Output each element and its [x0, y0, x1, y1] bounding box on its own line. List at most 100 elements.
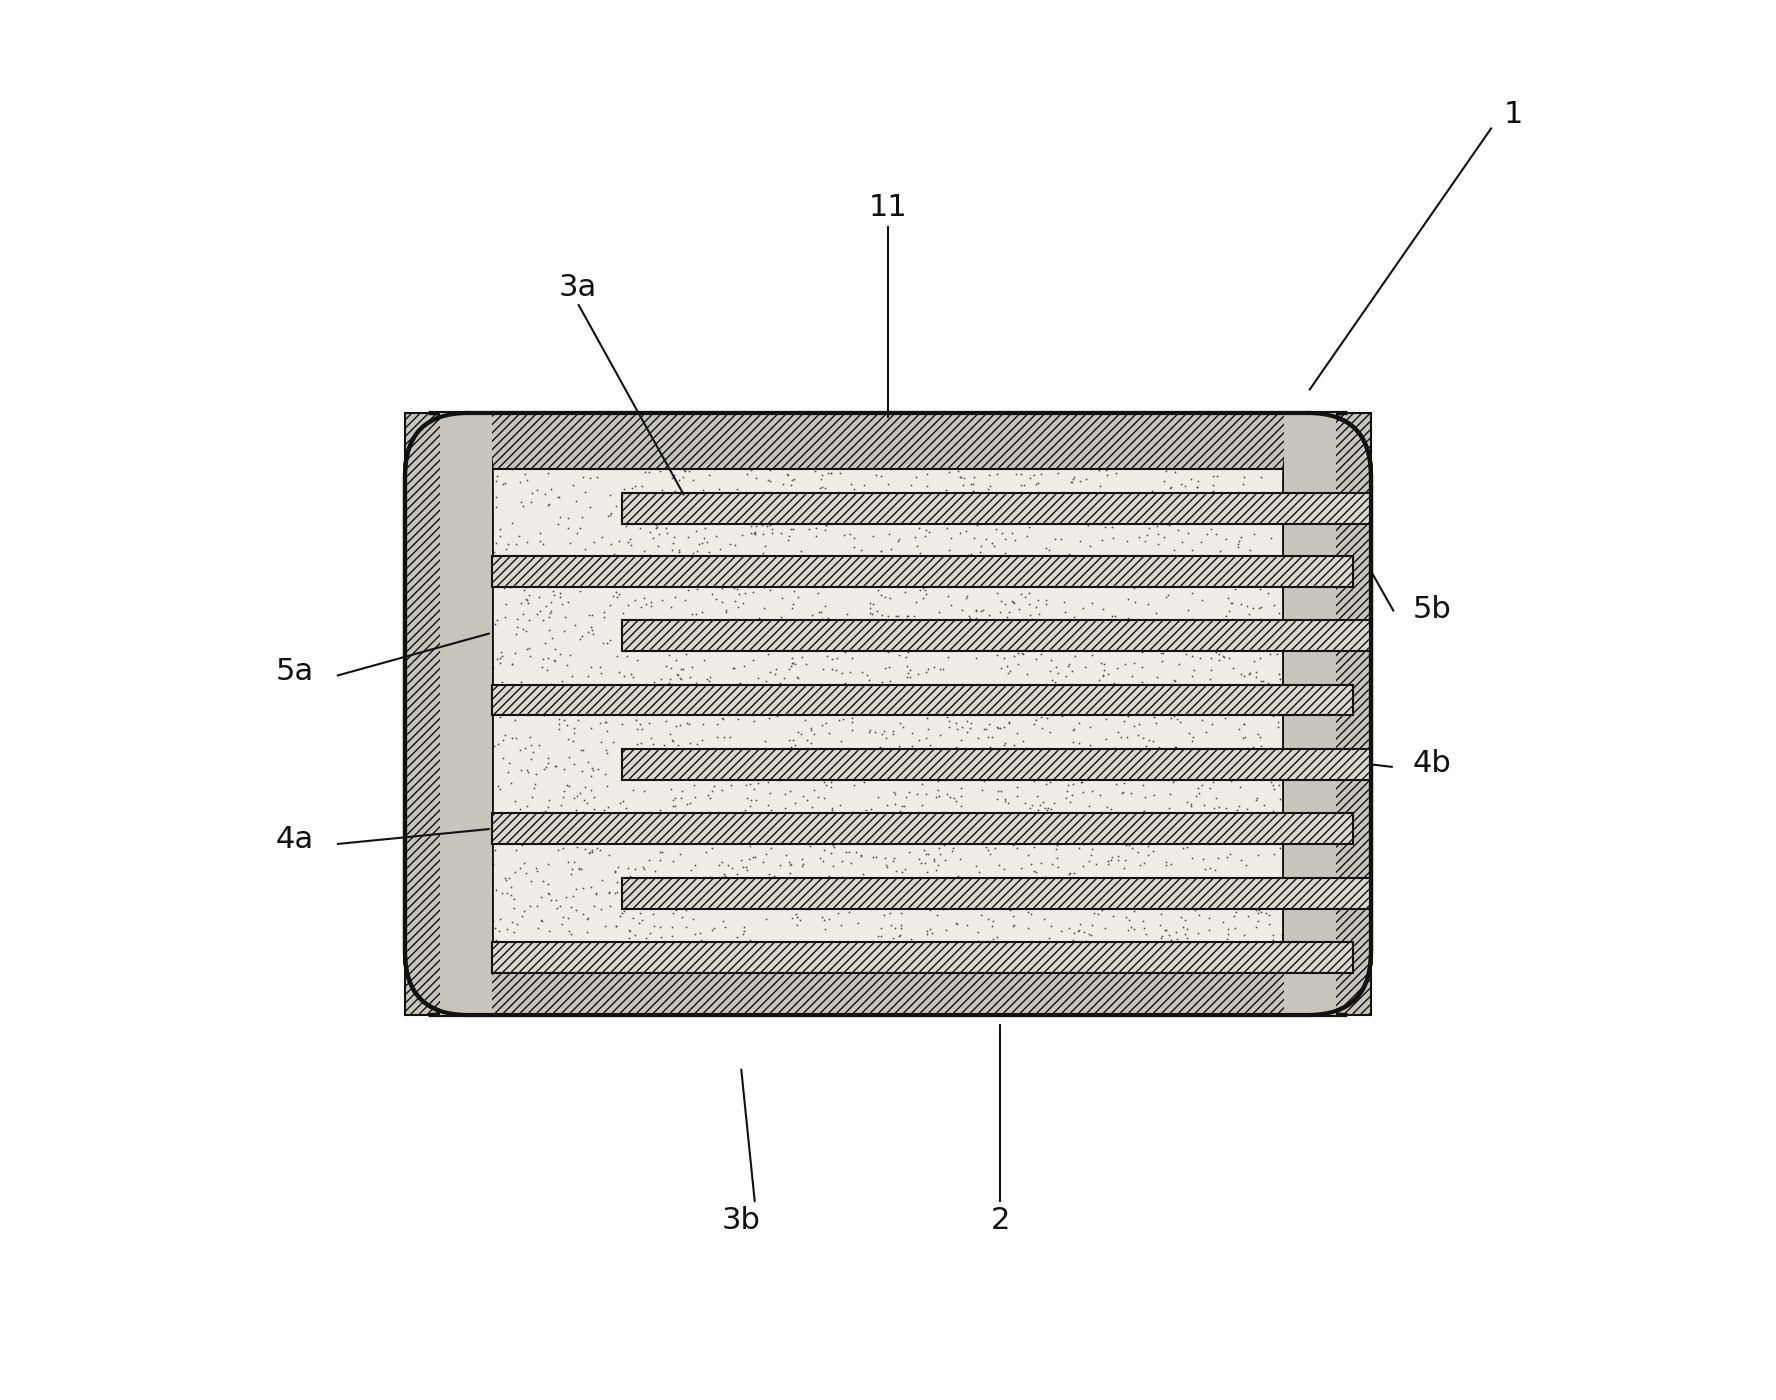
- Point: [1201, 858, 1229, 881]
- Point: [1272, 804, 1300, 826]
- Point: [1142, 683, 1170, 706]
- Point: [689, 479, 718, 501]
- Point: [533, 659, 561, 682]
- Point: [998, 755, 1027, 777]
- Point: [419, 944, 448, 966]
- Point: [1209, 645, 1238, 668]
- Point: [611, 938, 639, 960]
- Point: [1181, 785, 1209, 808]
- Point: [453, 647, 481, 669]
- Point: [1305, 552, 1334, 574]
- Point: [1156, 853, 1185, 875]
- Point: [867, 427, 895, 449]
- Point: [1110, 872, 1138, 895]
- Point: [922, 858, 950, 881]
- Point: [671, 588, 700, 610]
- Point: [1092, 795, 1121, 818]
- Point: [1218, 608, 1247, 630]
- Point: [1078, 914, 1106, 937]
- Point: [529, 648, 558, 671]
- Point: [1280, 771, 1309, 794]
- Point: [1323, 585, 1352, 608]
- Point: [1098, 935, 1126, 958]
- Point: [469, 720, 497, 742]
- Point: [1311, 601, 1339, 623]
- Point: [1117, 916, 1146, 938]
- Point: [606, 802, 634, 825]
- Point: [842, 934, 870, 956]
- Point: [428, 763, 456, 785]
- Point: [424, 549, 453, 571]
- Point: [801, 570, 829, 592]
- Point: [618, 871, 646, 893]
- Point: [634, 461, 662, 483]
- Point: [1163, 624, 1192, 647]
- Point: [689, 426, 718, 448]
- Point: [421, 528, 449, 550]
- Point: [948, 672, 977, 694]
- Point: [630, 858, 659, 881]
- Point: [696, 787, 725, 809]
- Point: [1213, 927, 1241, 949]
- Point: [1192, 743, 1220, 766]
- Point: [895, 984, 924, 1007]
- Point: [868, 946, 897, 969]
- Point: [1288, 517, 1316, 539]
- Point: [952, 813, 980, 836]
- Point: [442, 843, 471, 865]
- Point: [1041, 886, 1069, 909]
- Point: [1130, 917, 1158, 939]
- Point: [488, 645, 517, 668]
- Point: [497, 570, 526, 592]
- Point: [522, 857, 551, 879]
- Point: [1227, 452, 1256, 475]
- Point: [952, 587, 980, 609]
- Point: [1249, 979, 1277, 1001]
- Point: [662, 715, 691, 738]
- Point: [424, 533, 453, 556]
- Point: [634, 848, 662, 871]
- Point: [606, 529, 634, 552]
- Point: [456, 883, 485, 906]
- Point: [835, 494, 863, 517]
- Point: [1177, 454, 1206, 476]
- Point: [471, 658, 499, 680]
- Point: [1057, 470, 1085, 493]
- Point: [515, 822, 543, 844]
- Point: [961, 854, 989, 876]
- Point: [1311, 630, 1339, 652]
- Point: [806, 455, 835, 477]
- Point: [1185, 701, 1213, 724]
- Point: [682, 741, 710, 763]
- Point: [565, 517, 593, 539]
- Point: [611, 433, 639, 455]
- Point: [867, 917, 895, 939]
- Point: [797, 826, 826, 848]
- Point: [892, 858, 920, 881]
- Point: [444, 671, 472, 693]
- Point: [1231, 725, 1259, 748]
- Point: [707, 627, 735, 650]
- Point: [1167, 906, 1195, 928]
- Point: [433, 680, 462, 703]
- Point: [426, 841, 455, 864]
- Point: [980, 752, 1009, 774]
- Point: [451, 946, 480, 969]
- Point: [471, 696, 499, 718]
- Point: [1023, 472, 1051, 494]
- Point: [987, 818, 1016, 840]
- Point: [1183, 951, 1211, 973]
- Point: [1007, 500, 1035, 522]
- Point: [836, 473, 865, 496]
- Point: [835, 900, 863, 923]
- Point: [940, 837, 968, 860]
- Point: [510, 687, 538, 710]
- Point: [755, 707, 783, 729]
- Point: [709, 910, 737, 932]
- Point: [1154, 763, 1183, 785]
- Point: [572, 776, 600, 798]
- Point: [567, 931, 595, 953]
- Point: [1213, 587, 1241, 609]
- Point: [462, 896, 490, 918]
- Point: [1163, 438, 1192, 461]
